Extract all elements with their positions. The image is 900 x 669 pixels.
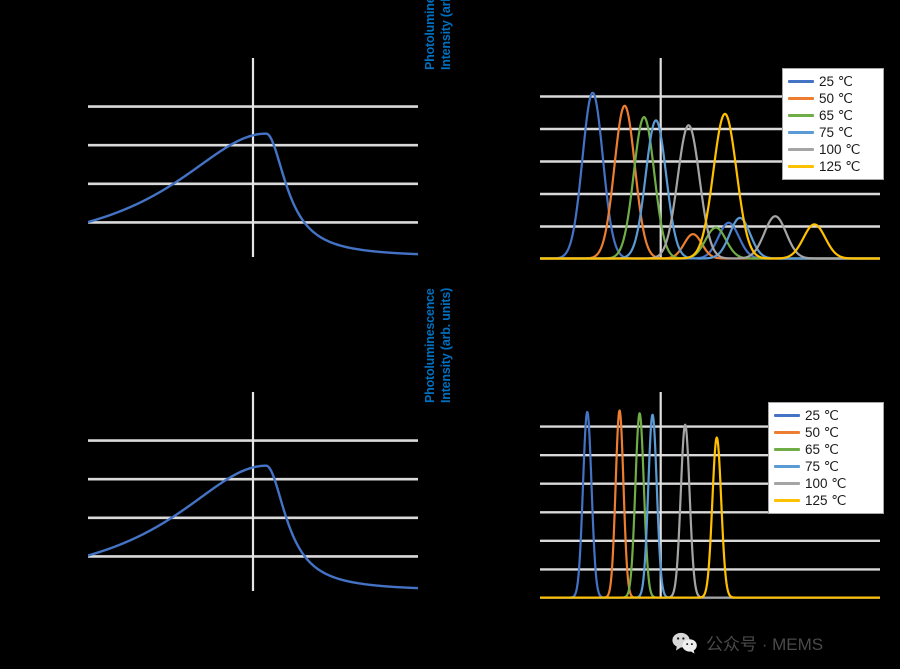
legend-swatch-icon: [788, 165, 814, 168]
legend-label: 125 ℃: [819, 158, 861, 174]
legend-item-25c-top[interactable]: 25 ℃: [788, 73, 876, 90]
legend-swatch-icon: [774, 448, 800, 451]
legend-swatch-icon: [774, 482, 800, 485]
legend-label: 50 ℃: [819, 90, 853, 106]
legend-item-75c-bottom[interactable]: 75 ℃: [774, 458, 876, 475]
legend-label: 25 ℃: [805, 407, 839, 423]
legend-label: 100 ℃: [805, 475, 847, 491]
legend-label: 25 ℃: [819, 73, 853, 89]
panel-top-left: [88, 58, 418, 273]
legend-item-50c-bottom[interactable]: 50 ℃: [774, 424, 876, 441]
legend-swatch-icon: [774, 465, 800, 468]
legend-swatch-icon: [788, 97, 814, 100]
legend-label: 50 ℃: [805, 424, 839, 440]
legend-top-right: 25 ℃ 50 ℃ 65 ℃ 75 ℃ 100 ℃ 125 ℃: [782, 68, 884, 180]
watermark: 公众号 · MEMS: [672, 630, 823, 655]
legend-item-65c-bottom[interactable]: 65 ℃: [774, 441, 876, 458]
plot-top-right: [540, 58, 880, 260]
legend-item-25c-bottom[interactable]: 25 ℃: [774, 407, 876, 424]
legend-label: 100 ℃: [819, 141, 861, 157]
panel-top-right: [540, 58, 880, 268]
legend-label: 65 ℃: [819, 107, 853, 123]
legend-item-100c-top[interactable]: 100 ℃: [788, 141, 876, 158]
legend-item-125c-bottom[interactable]: 125 ℃: [774, 492, 876, 509]
y-axis-title-top-left: Photoluminescence: [423, 0, 437, 70]
y-axis-title-bottom-left-2: Intensity (arb. units): [439, 287, 453, 403]
legend-swatch-icon: [774, 431, 800, 434]
legend-swatch-icon: [774, 499, 800, 502]
legend-bottom-right: 25 ℃ 50 ℃ 65 ℃ 75 ℃ 100 ℃ 125 ℃: [768, 402, 884, 514]
legend-swatch-icon: [788, 80, 814, 83]
y-axis-title-bottom-left: Photoluminescence: [423, 288, 437, 403]
y-axis-title-line1: Photoluminescence: [423, 288, 437, 403]
legend-label: 65 ℃: [805, 441, 839, 457]
plot-top-left: [88, 58, 418, 257]
legend-label: 75 ℃: [819, 124, 853, 140]
y-axis-title-top-left-2: Intensity (arb. units): [439, 0, 453, 70]
legend-item-65c-top[interactable]: 65 ℃: [788, 107, 876, 124]
legend-item-50c-top[interactable]: 50 ℃: [788, 90, 876, 107]
legend-item-125c-top[interactable]: 125 ℃: [788, 158, 876, 175]
legend-swatch-icon: [788, 114, 814, 117]
watermark-text: 公众号 · MEMS: [706, 635, 824, 654]
legend-label: 75 ℃: [805, 458, 839, 474]
legend-swatch-icon: [788, 148, 814, 151]
legend-swatch-icon: [774, 414, 800, 417]
legend-swatch-icon: [788, 131, 814, 134]
legend-item-75c-top[interactable]: 75 ℃: [788, 124, 876, 141]
legend-label: 125 ℃: [805, 492, 847, 508]
panel-bottom-left: [88, 392, 418, 607]
legend-item-100c-bottom[interactable]: 100 ℃: [774, 475, 876, 492]
wechat-icon: [672, 632, 697, 654]
y-axis-title-line2: Intensity (arb. units): [439, 0, 453, 70]
plot-bottom-left: [88, 392, 418, 591]
y-axis-title-line1: Photoluminescence: [423, 0, 437, 70]
y-axis-title-line2: Intensity (arb. units): [439, 287, 453, 403]
